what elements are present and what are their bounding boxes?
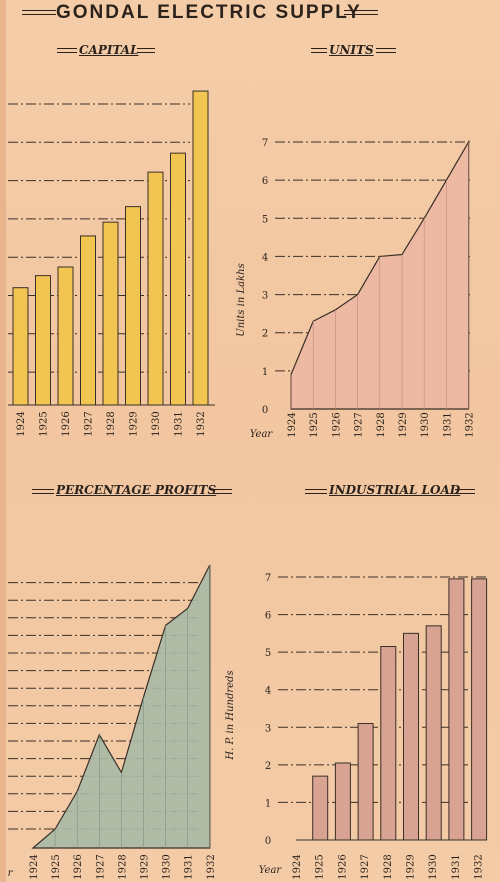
capital-year-label: 1927 bbox=[84, 411, 95, 436]
units-y-tick: 1 bbox=[262, 367, 268, 378]
units-y-tick: 4 bbox=[262, 252, 268, 263]
load-bar bbox=[380, 646, 397, 841]
capital-bar bbox=[35, 275, 51, 406]
load-title: INDUSTRIAL LOAD bbox=[329, 483, 461, 497]
units-y-tick: 2 bbox=[262, 329, 268, 340]
units-year-label: 1926 bbox=[331, 412, 342, 437]
units-rule-left bbox=[311, 48, 327, 53]
units-y-tick: 6 bbox=[262, 176, 268, 187]
load-year-label: 1928 bbox=[383, 854, 394, 879]
units-y-title: Units in Lakhs bbox=[236, 263, 247, 336]
capital-rule-right bbox=[137, 48, 155, 53]
profits-title: PERCENTAGE PROFITS bbox=[56, 483, 217, 497]
capital-year-label: 1924 bbox=[16, 411, 27, 436]
profits-year-label: 1931 bbox=[184, 854, 195, 879]
units-year-label: 1928 bbox=[376, 412, 387, 437]
load-bar bbox=[471, 578, 488, 841]
units-year-label: 1925 bbox=[309, 412, 320, 437]
capital-bar bbox=[80, 235, 96, 406]
units-year-label: 1931 bbox=[442, 412, 453, 437]
load-bar bbox=[448, 578, 465, 841]
load-year-label: 1925 bbox=[315, 854, 326, 879]
load-y-tick: 1 bbox=[265, 798, 271, 809]
profits-rule-right bbox=[210, 489, 232, 494]
profits-rule-left bbox=[32, 489, 54, 494]
units-year-label: 1929 bbox=[398, 412, 409, 437]
capital-bar bbox=[12, 287, 29, 406]
units-year-label: 1924 bbox=[287, 412, 298, 437]
load-bar bbox=[357, 723, 374, 841]
capital-rule-left bbox=[57, 48, 77, 53]
load-year-label: 1930 bbox=[428, 854, 439, 879]
capital-year-label: 1925 bbox=[39, 411, 50, 436]
paper-edge bbox=[0, 0, 6, 882]
capital-year-label: 1930 bbox=[151, 411, 162, 436]
units-year-label: 1930 bbox=[420, 412, 431, 437]
capital-bar bbox=[57, 266, 74, 406]
profits-year-label: 1925 bbox=[51, 854, 62, 879]
units-y-tick: 0 bbox=[262, 405, 268, 416]
load-x-title: Year bbox=[259, 865, 283, 876]
load-y-tick: 0 bbox=[265, 836, 271, 847]
load-bar bbox=[403, 632, 419, 841]
load-year-label: 1927 bbox=[360, 854, 371, 879]
load-bar bbox=[425, 625, 442, 841]
units-title: UNITS bbox=[329, 43, 374, 57]
units-year-label: 1927 bbox=[354, 412, 365, 437]
profits-year-label: 1929 bbox=[140, 854, 151, 879]
capital-bar bbox=[102, 221, 119, 406]
load-year-label: 1929 bbox=[406, 854, 417, 879]
load-rule-right bbox=[455, 489, 475, 494]
load-y-tick: 5 bbox=[265, 648, 271, 659]
capital-year-label: 1926 bbox=[61, 411, 72, 436]
capital-bar bbox=[192, 90, 209, 406]
load-year-label: 1932 bbox=[474, 854, 485, 879]
load-bar bbox=[312, 775, 329, 841]
load-year-label: 1924 bbox=[292, 854, 303, 879]
profits-year-label: 1924 bbox=[29, 854, 40, 879]
capital-title: CAPITAL bbox=[79, 43, 139, 57]
units-y-tick: 7 bbox=[262, 138, 268, 149]
capital-bar bbox=[170, 152, 186, 406]
profits-year-label: 1930 bbox=[162, 854, 173, 879]
profits-x-title: r bbox=[8, 868, 14, 879]
capital-bar bbox=[125, 206, 141, 406]
load-y-tick: 2 bbox=[265, 761, 271, 772]
load-y-tick: 4 bbox=[265, 686, 271, 697]
load-year-label: 1926 bbox=[337, 854, 348, 879]
title-rule-right bbox=[344, 10, 378, 15]
profits-year-label: 1926 bbox=[73, 854, 84, 879]
units-year-label: 1932 bbox=[465, 412, 476, 437]
page-title: GONDAL ELECTRIC SUPPLY bbox=[56, 2, 362, 23]
units-x-title: Year bbox=[250, 429, 274, 440]
capital-year-label: 1929 bbox=[129, 411, 140, 436]
load-y-tick: 6 bbox=[265, 611, 271, 622]
profits-year-label: 1928 bbox=[117, 854, 128, 879]
capital-bar bbox=[147, 171, 164, 406]
units-rule-right bbox=[376, 48, 396, 53]
load-y-tick: 7 bbox=[265, 573, 271, 584]
load-y-title: H. P. in Hundreds bbox=[225, 670, 236, 760]
capital-year-label: 1931 bbox=[174, 411, 185, 436]
capital-year-label: 1928 bbox=[106, 411, 117, 436]
title-rule-left bbox=[22, 10, 56, 15]
load-rule-left bbox=[305, 489, 327, 494]
profits-year-label: 1927 bbox=[95, 854, 106, 879]
units-y-tick: 3 bbox=[262, 291, 268, 302]
load-year-label: 1931 bbox=[451, 854, 462, 879]
load-bar bbox=[334, 762, 351, 841]
units-y-tick: 5 bbox=[262, 214, 268, 225]
load-y-tick: 3 bbox=[265, 723, 271, 734]
capital-year-label: 1932 bbox=[196, 411, 207, 436]
profits-year-label: 1932 bbox=[206, 854, 217, 879]
